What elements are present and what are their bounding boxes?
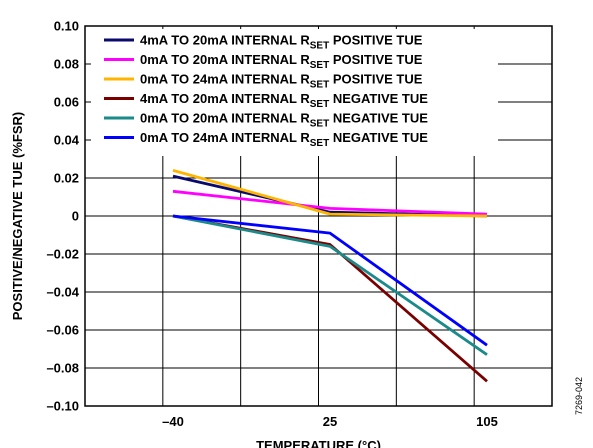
series-line-4 (172, 214, 488, 383)
legend-label: 0mA TO 20mA INTERNAL RSET NEGATIVE TUE (140, 111, 428, 130)
y-tick-label: 0.04 (54, 133, 80, 148)
x-tick-label: –40 (162, 414, 184, 429)
y-tick-labels: 0.10 0.08 0.06 0.04 0.02 0 –0.02 –0.04 –0.06 –0.0… (46, 19, 79, 414)
y-tick-label: 0.10 (54, 19, 79, 34)
y-tick-label: 0.08 (54, 57, 79, 72)
legend-label: 4mA TO 20mA INTERNAL RSET NEGATIVE TUE (140, 91, 428, 110)
y-tick-label: –0.02 (46, 247, 79, 262)
y-tick-label: –0.08 (46, 361, 79, 376)
y-tick-label: 0 (72, 209, 79, 224)
y-tick-label: 0.02 (54, 171, 79, 186)
x-tick-label: 105 (476, 414, 498, 429)
series-line-3 (172, 169, 488, 218)
y-tick-label: –0.10 (46, 399, 79, 414)
figure-code: 7269-042 (574, 377, 584, 415)
legend: 4mA TO 20mA INTERNAL RSET POSITIVE TUE0m… (91, 29, 498, 156)
y-axis-label: POSITIVE/NEGATIVE TUE (%FSR) (10, 112, 25, 321)
series-line-2 (172, 189, 488, 216)
x-tick-label: 25 (323, 414, 337, 429)
series-line-5 (172, 214, 488, 356)
x-tick-labels: –40 25 105 (162, 414, 498, 429)
y-tick-label: 0.06 (54, 95, 79, 110)
y-tick-label: –0.06 (46, 323, 79, 338)
series-lines (172, 169, 488, 383)
x-axis-label: TEMPERATURE (°C) (256, 438, 381, 448)
legend-label: 0mA TO 20mA INTERNAL RSET POSITIVE TUE (140, 52, 423, 71)
plot-frame (84, 25, 553, 407)
legend-background (91, 29, 498, 156)
series-line-6 (172, 214, 488, 347)
y-tick-label: –0.04 (46, 285, 79, 300)
legend-label: 4mA TO 20mA INTERNAL RSET POSITIVE TUE (140, 33, 423, 52)
legend-label: 0mA TO 24mA INTERNAL RSET NEGATIVE TUE (140, 130, 428, 149)
legend-label: 0mA TO 24mA INTERNAL RSET POSITIVE TUE (140, 72, 423, 91)
